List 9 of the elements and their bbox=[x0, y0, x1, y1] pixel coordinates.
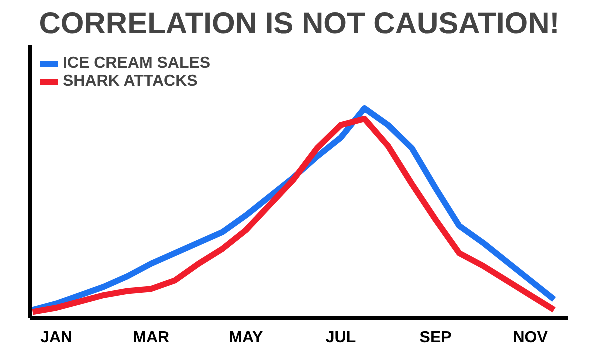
x-tick-label: MAR bbox=[133, 330, 170, 346]
x-tick-label: NOV bbox=[513, 330, 548, 346]
x-tick-label: SEP bbox=[420, 330, 452, 346]
legend-label: SHARK ATTACKS bbox=[63, 73, 198, 91]
legend-label: ICE CREAM SALES bbox=[63, 55, 211, 73]
x-tick-label: MAY bbox=[229, 330, 264, 346]
x-tick-label: JUL bbox=[326, 330, 356, 346]
x-tick-label: JAN bbox=[40, 330, 73, 346]
chart-title: CORRELATION IS NOT CAUSATION! bbox=[39, 8, 560, 40]
